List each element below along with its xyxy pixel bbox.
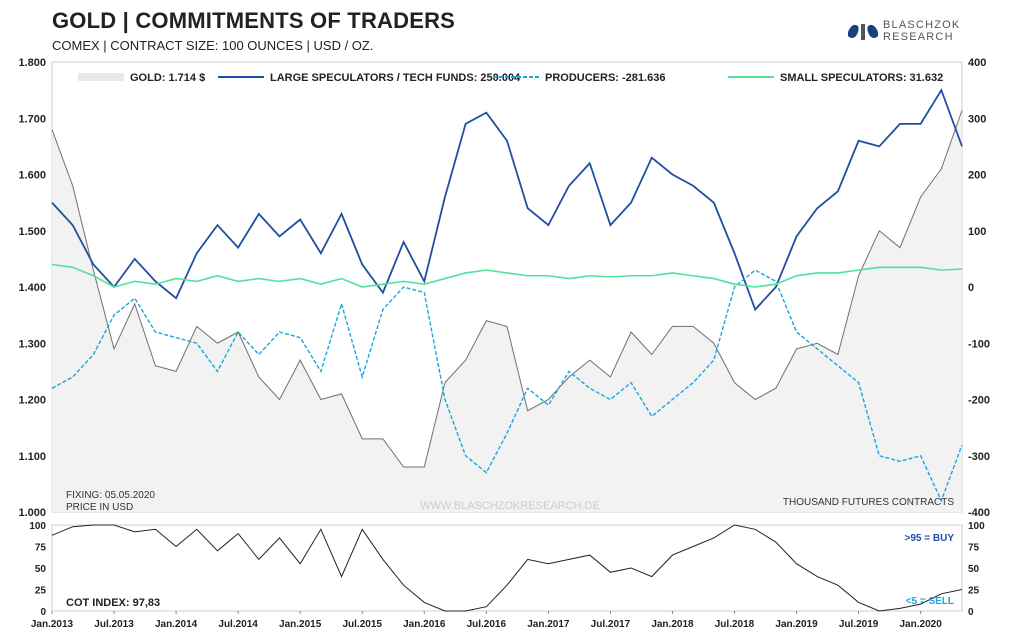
left-axis-tick-label: 1.300 xyxy=(18,338,46,350)
chart-subtitle: COMEX | CONTRACT SIZE: 100 OUNCES | USD … xyxy=(52,38,374,53)
right-axis-tick-label: -300 xyxy=(968,451,990,463)
cot-left-tick-label: 75 xyxy=(35,543,47,554)
chart-title: GOLD | COMMITMENTS OF TRADERS xyxy=(52,8,456,33)
fixing-date-label: FIXING: 05.05.2020 xyxy=(66,490,155,501)
gold-price-area xyxy=(52,110,962,512)
small-speculators-line xyxy=(51,263,963,288)
left-axis-tick-label: 1.800 xyxy=(18,57,46,69)
cot-right-tick-label: 75 xyxy=(968,543,980,554)
brand-logo: BLASCHZOK RESEARCH xyxy=(846,18,976,46)
right-axis-tick-label: 400 xyxy=(968,57,986,69)
x-axis-tick-label: Jan.2016 xyxy=(403,619,446,630)
watermark-label: WWW.BLASCHZOKRESEARCH.DE xyxy=(420,500,600,512)
right-axis-tick-label: -400 xyxy=(968,507,990,519)
left-axis-tick-label: 1.100 xyxy=(18,451,46,463)
x-axis-tick-label: Jan.2020 xyxy=(900,619,943,630)
right-axis-tick-label: 100 xyxy=(968,226,986,238)
price-unit-label: PRICE IN USD xyxy=(66,502,133,513)
bull-and-bear-icon xyxy=(848,24,878,40)
left-axis-tick-label: 1.200 xyxy=(18,395,46,407)
large-speculators-line xyxy=(51,88,963,312)
cot-left-tick-label: 25 xyxy=(35,586,47,597)
right-axis-tick-label: 200 xyxy=(968,170,986,182)
legend-entry: GOLD: 1.714 $ xyxy=(130,72,205,84)
x-axis-tick-label: Jul.2015 xyxy=(342,619,382,630)
cot-right-tick-label: 25 xyxy=(968,586,980,597)
cot-plot-area xyxy=(51,524,963,612)
left-axis-tick-label: 1.500 xyxy=(18,226,46,238)
x-axis-tick-label: Jul.2016 xyxy=(467,619,507,630)
cot-right-tick-label: 100 xyxy=(968,521,985,532)
right-axis-tick-label: -200 xyxy=(968,395,990,407)
cot-index-label: COT INDEX: 97,83 xyxy=(66,597,160,609)
right-unit-label: THOUSAND FUTURES CONTRACTS xyxy=(783,497,954,508)
left-axis-tick-label: 1.700 xyxy=(18,113,46,125)
sell-threshold-label: <5 = SELL xyxy=(906,596,954,607)
left-axis-tick-label: 1.400 xyxy=(18,282,46,294)
cot-right-tick-label: 50 xyxy=(968,564,980,575)
x-axis-tick-label: Jan.2014 xyxy=(155,619,198,630)
buy-threshold-label: >95 = BUY xyxy=(905,533,955,544)
gold-price-line xyxy=(51,110,963,468)
left-axis-tick-label: 1.000 xyxy=(18,507,46,519)
cot-index-line xyxy=(51,524,963,612)
x-axis-tick-label: Jan.2018 xyxy=(651,619,694,630)
x-axis-tick-label: Jul.2014 xyxy=(218,619,258,630)
legend-entry: LARGE SPECULATORS / TECH FUNDS: 250.004 xyxy=(270,72,521,84)
x-axis-tick-label: Jul.2019 xyxy=(839,619,879,630)
x-axis-tick-label: Jan.2019 xyxy=(775,619,818,630)
legend-entry: PRODUCERS: -281.636 xyxy=(545,72,665,84)
x-axis-tick-label: Jul.2017 xyxy=(591,619,631,630)
right-axis-tick-label: 300 xyxy=(968,113,986,125)
right-axis-tick-label: 0 xyxy=(968,282,974,294)
x-axis-tick-label: Jul.2018 xyxy=(715,619,755,630)
x-axis-tick-label: Jan.2013 xyxy=(31,619,74,630)
cot-left-tick-label: 100 xyxy=(29,521,46,532)
x-axis-tick-label: Jul.2013 xyxy=(94,619,134,630)
cot-right-tick-label: 0 xyxy=(968,607,974,618)
logo-line-1: BLASCHZOK xyxy=(883,19,961,31)
logo-line-2: RESEARCH xyxy=(883,31,954,43)
legend-entry: SMALL SPECULATORS: 31.632 xyxy=(780,72,943,84)
cot-left-tick-label: 0 xyxy=(40,607,46,618)
x-axis-tick-label: Jan.2015 xyxy=(279,619,322,630)
producers-line xyxy=(51,269,963,503)
left-axis-tick-label: 1.600 xyxy=(18,170,46,182)
cot-left-tick-label: 50 xyxy=(35,564,47,575)
right-axis-tick-label: -100 xyxy=(968,338,990,350)
x-axis-tick-label: Jan.2017 xyxy=(527,619,570,630)
